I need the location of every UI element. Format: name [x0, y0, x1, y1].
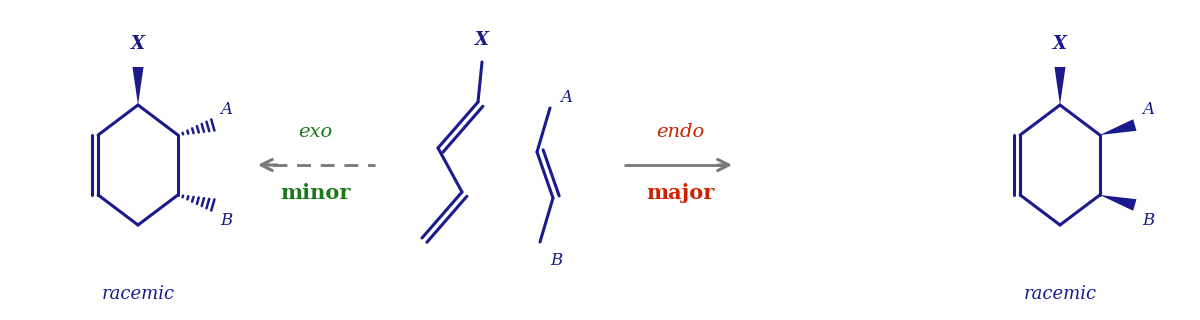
Text: A: A	[1142, 101, 1154, 118]
Polygon shape	[132, 67, 144, 105]
Text: racemic: racemic	[102, 285, 174, 303]
Text: racemic: racemic	[1024, 285, 1097, 303]
Text: A: A	[560, 90, 572, 107]
Text: exo: exo	[298, 123, 332, 141]
Text: major: major	[646, 183, 714, 203]
Text: X: X	[475, 31, 490, 49]
Text: X: X	[1052, 35, 1067, 53]
Text: X: X	[131, 35, 145, 53]
Text: B: B	[1142, 212, 1154, 229]
Polygon shape	[1100, 119, 1136, 135]
Polygon shape	[1055, 67, 1066, 105]
Text: A: A	[220, 101, 232, 118]
Text: endo: endo	[656, 123, 704, 141]
Text: minor: minor	[280, 183, 350, 203]
Polygon shape	[1100, 195, 1136, 211]
Text: B: B	[550, 252, 563, 269]
Text: B: B	[220, 212, 232, 229]
